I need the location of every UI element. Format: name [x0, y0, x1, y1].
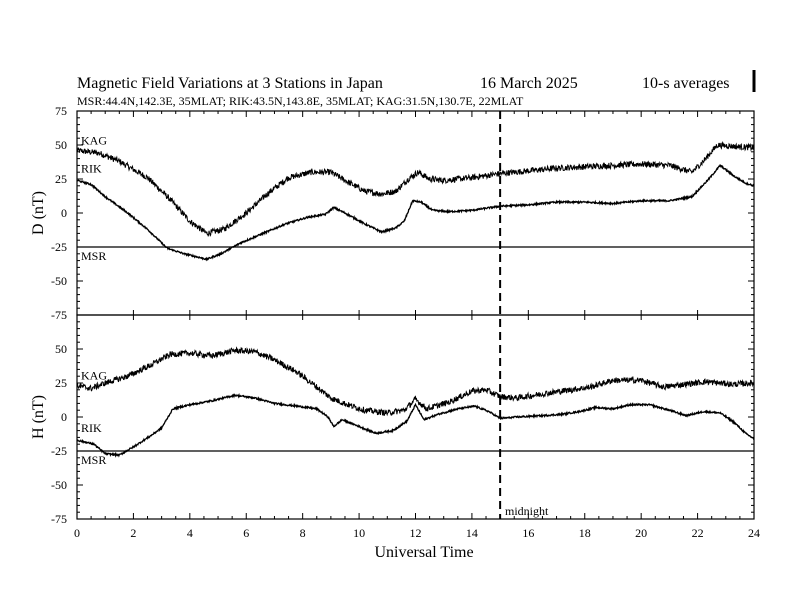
x-tick-label: 22 [692, 526, 704, 540]
x-tick-label: 0 [74, 526, 80, 540]
x-tick-label: 6 [243, 526, 249, 540]
series-label-rik: RIK [81, 161, 102, 175]
y-tick-label: -75 [51, 512, 67, 526]
y-axis-title: D (nT) [30, 191, 47, 235]
y-tick-label: 0 [61, 206, 67, 220]
series-label-kag: KAG [81, 133, 107, 147]
x-tick-label: 18 [579, 526, 591, 540]
chart-title: Magnetic Field Variations at 3 Stations … [77, 75, 383, 92]
x-tick-label: 10 [353, 526, 365, 540]
series-line-rik [76, 163, 755, 262]
stations-info: MSR:44.4N,142.3E, 35MLAT; RIK:43.5N,143.… [77, 94, 524, 108]
panel-frame [76, 110, 755, 316]
y-tick-label: -25 [51, 444, 67, 458]
series-line-kag [76, 346, 755, 417]
y-tick-label: 50 [55, 138, 67, 152]
x-tick-label: 20 [635, 526, 647, 540]
y-tick-label: -50 [51, 274, 67, 288]
x-tick-label: 4 [187, 526, 193, 540]
midnight-label: midnight [505, 504, 549, 518]
x-tick-label: 14 [466, 526, 478, 540]
y-axis-title: H (nT) [30, 395, 47, 439]
y-tick-label: -50 [51, 478, 67, 492]
panel-h: 50 25 0 -25 -50 -75 H (nT) KAG RIK MSR [30, 314, 755, 526]
x-tick-label: 8 [300, 526, 306, 540]
y-tick-label: -25 [51, 240, 67, 254]
y-tick-label: -75 [51, 308, 67, 322]
chart-averaging: 10-s averages [642, 75, 730, 92]
chart-date: 16 March 2025 [480, 75, 578, 92]
x-tick-label: 16 [522, 526, 534, 540]
series-label-kag: KAG [81, 369, 107, 383]
x-axis-title: Universal Time [374, 544, 473, 561]
y-tick-label: 25 [55, 376, 67, 390]
series-label-msr: MSR [81, 453, 106, 467]
y-tick-label: 75 [55, 104, 67, 118]
x-tick-label: 2 [130, 526, 136, 540]
y-tick-label: 50 [55, 342, 67, 356]
series-label-msr: MSR [81, 249, 106, 263]
x-axis: 0 2 4 6 8 10 12 14 16 18 20 22 24 [74, 111, 760, 540]
series-line-rik [76, 392, 755, 458]
x-tick-label: 12 [410, 526, 422, 540]
y-tick-label: 0 [61, 410, 67, 424]
series-line-kag [76, 141, 755, 237]
panel-frame [76, 314, 755, 520]
series-label-rik: RIK [81, 421, 102, 435]
y-tick-label: 25 [55, 172, 67, 186]
panel-d: 75 50 25 0 -25 -50 -75 D (nT) KAG RIK MSR [30, 104, 755, 322]
x-tick-label: 24 [748, 526, 760, 540]
